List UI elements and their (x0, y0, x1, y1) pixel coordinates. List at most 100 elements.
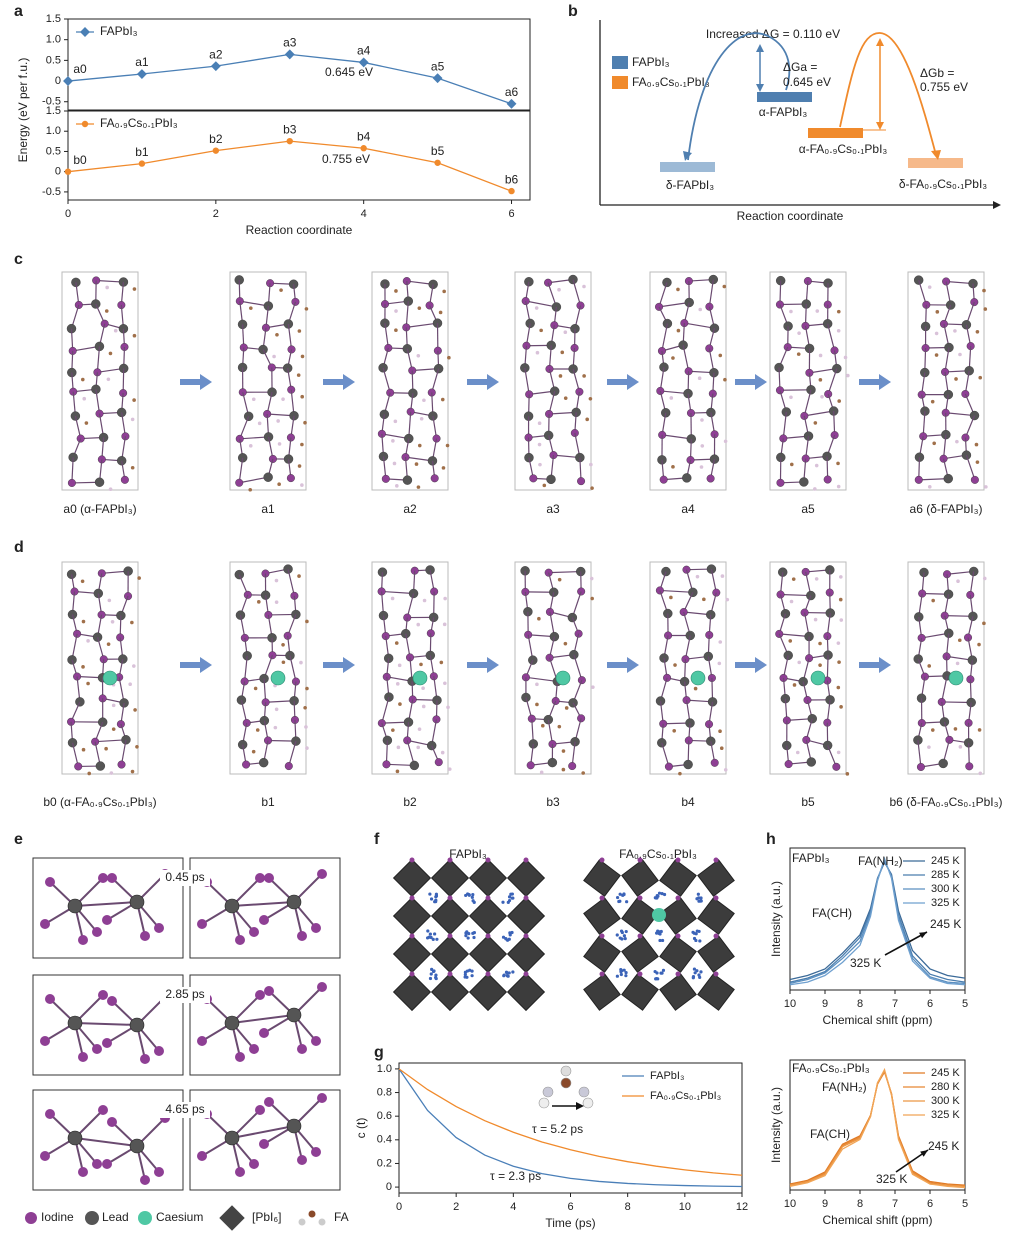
fa-atom (304, 307, 309, 311)
iodine-atom (710, 758, 719, 767)
structure-label: b2 (403, 795, 417, 809)
fa-atom (86, 639, 90, 643)
bond (239, 436, 269, 440)
fa-atom (128, 682, 132, 687)
fa-atom (927, 285, 932, 289)
bond (658, 301, 690, 308)
iodine-atom (78, 1167, 88, 1177)
legend-label: FA (334, 1210, 349, 1224)
x-tick-label: 4 (361, 208, 367, 220)
octahedron (659, 859, 697, 897)
fa-atom (81, 619, 86, 624)
iodine-atom (140, 931, 150, 941)
fa-atom (80, 579, 85, 584)
x-tick-label: 6 (567, 1201, 573, 1213)
y-tick-label: 1.5 (46, 105, 61, 117)
legend-swatch (612, 56, 628, 69)
fa-atom (935, 310, 940, 314)
point-label: a5 (431, 59, 445, 73)
bond (406, 593, 415, 618)
fa-atom (303, 420, 307, 425)
iodine-atom (92, 1159, 102, 1169)
fa-atom (296, 373, 301, 377)
fa-trace (426, 929, 430, 933)
y-axis-label: Intensity (a.u.) (769, 1087, 783, 1163)
fa-trace (507, 895, 512, 899)
fa-atom (818, 378, 823, 382)
structure-label: a4 (681, 502, 695, 516)
fa-atom (723, 439, 728, 444)
bond (121, 412, 126, 437)
iodine-atom (92, 1044, 102, 1054)
lead-atom (682, 473, 692, 483)
fa-trace (471, 893, 475, 897)
fa-atom (789, 309, 793, 314)
fa-atom (248, 487, 253, 492)
octahedron (583, 935, 621, 973)
fa-atom (813, 421, 818, 425)
fa-atom (669, 396, 674, 400)
point-label: a0 (73, 62, 87, 76)
legend-label: Caesium (156, 1210, 203, 1224)
fa-atom (130, 417, 135, 422)
cell-box (229, 271, 307, 491)
bond (662, 434, 692, 440)
arrow-head (931, 150, 941, 160)
annotation-arrow (884, 931, 928, 956)
iodine-atom (523, 971, 529, 977)
octahedron (468, 934, 508, 974)
fa-trace (470, 974, 474, 978)
lead-atom (129, 894, 145, 910)
fa-trace (470, 969, 474, 973)
caesium-atom (948, 670, 964, 686)
caesium-atom (270, 670, 286, 686)
fa-atom (837, 399, 841, 403)
y-tick-label: 0.2 (377, 1157, 392, 1169)
fa-atom (272, 354, 276, 359)
fa-trace (695, 969, 699, 973)
cell-box (769, 561, 847, 775)
bond (803, 389, 812, 417)
annotation: 245 K (928, 1139, 959, 1153)
fa-atom (978, 375, 983, 380)
bond (96, 346, 101, 373)
y-tick-label: 0.5 (46, 145, 61, 157)
bond (684, 635, 691, 660)
fa-atom (299, 660, 303, 665)
fa-trace (625, 900, 629, 904)
fa-trace (465, 969, 470, 973)
fa-atom (416, 353, 421, 358)
lead-atom (799, 477, 809, 487)
lead-atom (224, 1015, 240, 1031)
octahedron (468, 858, 508, 898)
iodine-atom (235, 1052, 245, 1062)
iodine-atom (297, 1044, 307, 1054)
bond (682, 345, 690, 372)
fa-atom (132, 398, 136, 402)
fa-atom (585, 417, 589, 422)
fa-atom (956, 579, 960, 584)
x-tick-label: 0 (65, 208, 71, 220)
fa-trace (654, 977, 658, 981)
iodine-atom (78, 1052, 88, 1062)
octahedron (392, 934, 432, 974)
fa-atom (395, 682, 400, 686)
fa-atom (277, 482, 281, 487)
iodine-atom (116, 720, 125, 729)
fa-atom (251, 749, 256, 754)
fa-atom (813, 617, 818, 622)
fa-trace (691, 975, 696, 979)
fa-trace (430, 967, 434, 971)
iodine-atom (235, 935, 245, 945)
iodine-atom (140, 1175, 150, 1185)
fa-atom (792, 683, 797, 687)
fa-atom (671, 465, 675, 469)
fa-atom (984, 485, 988, 489)
fa-atom (927, 664, 932, 668)
fa-trace (695, 897, 699, 901)
fa-trace (623, 937, 627, 941)
x-tick-label: 10 (679, 1201, 691, 1213)
iodine-atom (249, 1044, 259, 1054)
legend-label: FAPbI₃ (650, 1070, 684, 1082)
